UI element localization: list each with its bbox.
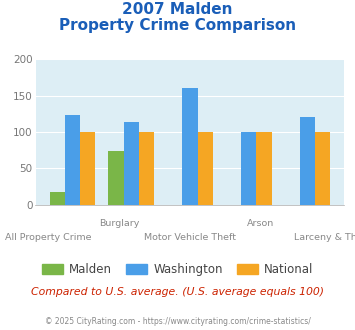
- Bar: [198, 132, 213, 205]
- Legend: Malden, Washington, National: Malden, Washington, National: [37, 258, 318, 281]
- Text: Property Crime Comparison: Property Crime Comparison: [59, 18, 296, 33]
- Text: Larceny & Theft: Larceny & Theft: [294, 233, 355, 242]
- Bar: [300, 117, 315, 205]
- Bar: [65, 115, 80, 205]
- Text: Burglary: Burglary: [99, 219, 139, 228]
- Bar: [315, 132, 330, 205]
- Text: © 2025 CityRating.com - https://www.cityrating.com/crime-statistics/: © 2025 CityRating.com - https://www.city…: [45, 317, 310, 326]
- Bar: [241, 132, 256, 205]
- Bar: [256, 132, 272, 205]
- Bar: [108, 151, 124, 205]
- Bar: [50, 191, 65, 205]
- Bar: [139, 132, 154, 205]
- Text: Compared to U.S. average. (U.S. average equals 100): Compared to U.S. average. (U.S. average …: [31, 287, 324, 297]
- Bar: [182, 88, 198, 205]
- Text: All Property Crime: All Property Crime: [5, 233, 91, 242]
- Text: Motor Vehicle Theft: Motor Vehicle Theft: [144, 233, 236, 242]
- Text: Arson: Arson: [247, 219, 274, 228]
- Bar: [124, 122, 139, 205]
- Text: 2007 Malden: 2007 Malden: [122, 2, 233, 16]
- Bar: [80, 132, 95, 205]
